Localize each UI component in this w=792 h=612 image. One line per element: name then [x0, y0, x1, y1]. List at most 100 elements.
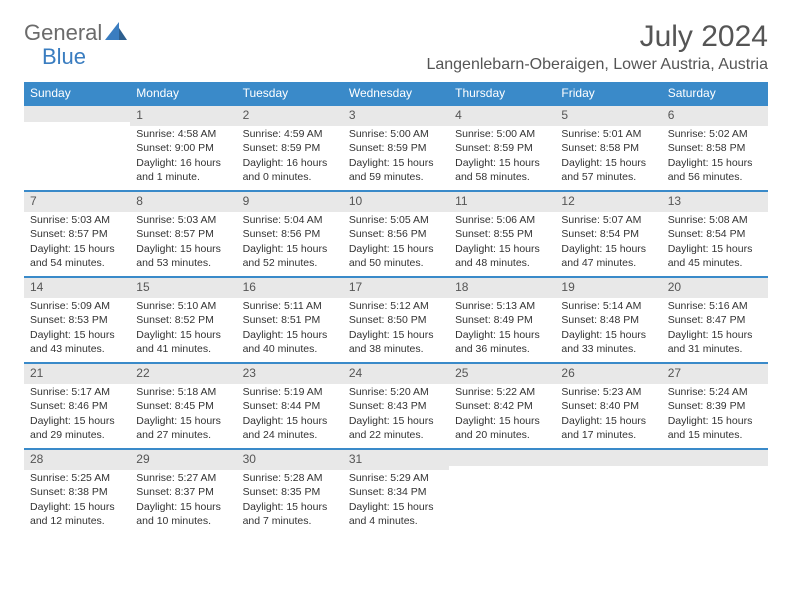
day-number: 22	[130, 362, 236, 384]
calendar-cell: 1Sunrise: 4:58 AMSunset: 9:00 PMDaylight…	[130, 104, 236, 190]
calendar-cell: 19Sunrise: 5:14 AMSunset: 8:48 PMDayligh…	[555, 276, 661, 362]
day-number: 19	[555, 276, 661, 298]
day-number: 4	[449, 104, 555, 126]
daylight-text: Daylight: 15 hours and 48 minutes.	[455, 243, 549, 270]
daylight-text: Daylight: 15 hours and 59 minutes.	[349, 157, 443, 184]
sunrise-text: Sunrise: 5:10 AM	[136, 300, 230, 314]
sunset-text: Sunset: 8:46 PM	[30, 400, 124, 414]
calendar-table: Sunday Monday Tuesday Wednesday Thursday…	[24, 82, 768, 534]
weekday-header: Tuesday	[237, 82, 343, 104]
day-number: 18	[449, 276, 555, 298]
day-content: Sunrise: 5:10 AMSunset: 8:52 PMDaylight:…	[130, 298, 236, 362]
calendar-cell: 15Sunrise: 5:10 AMSunset: 8:52 PMDayligh…	[130, 276, 236, 362]
day-number: 1	[130, 104, 236, 126]
sunset-text: Sunset: 8:54 PM	[561, 228, 655, 242]
sunrise-text: Sunrise: 5:04 AM	[243, 214, 337, 228]
logo-text-blue: Blue	[42, 44, 86, 69]
day-content: Sunrise: 5:18 AMSunset: 8:45 PMDaylight:…	[130, 384, 236, 448]
daylight-text: Daylight: 15 hours and 17 minutes.	[561, 415, 655, 442]
daylight-text: Daylight: 15 hours and 54 minutes.	[30, 243, 124, 270]
daylight-text: Daylight: 15 hours and 43 minutes.	[30, 329, 124, 356]
sunrise-text: Sunrise: 5:07 AM	[561, 214, 655, 228]
calendar-cell: 17Sunrise: 5:12 AMSunset: 8:50 PMDayligh…	[343, 276, 449, 362]
day-content: Sunrise: 5:00 AMSunset: 8:59 PMDaylight:…	[343, 126, 449, 190]
daylight-text: Daylight: 15 hours and 10 minutes.	[136, 501, 230, 528]
sunset-text: Sunset: 8:43 PM	[349, 400, 443, 414]
calendar-cell: 9Sunrise: 5:04 AMSunset: 8:56 PMDaylight…	[237, 190, 343, 276]
sunset-text: Sunset: 8:50 PM	[349, 314, 443, 328]
daylight-text: Daylight: 15 hours and 12 minutes.	[30, 501, 124, 528]
sunrise-text: Sunrise: 5:08 AM	[668, 214, 762, 228]
sunset-text: Sunset: 8:35 PM	[243, 486, 337, 500]
day-number: 31	[343, 448, 449, 470]
daylight-text: Daylight: 15 hours and 57 minutes.	[561, 157, 655, 184]
daylight-text: Daylight: 15 hours and 38 minutes.	[349, 329, 443, 356]
day-number: 26	[555, 362, 661, 384]
day-number: 29	[130, 448, 236, 470]
sunrise-text: Sunrise: 5:00 AM	[455, 128, 549, 142]
day-content: Sunrise: 5:06 AMSunset: 8:55 PMDaylight:…	[449, 212, 555, 276]
daylight-text: Daylight: 15 hours and 52 minutes.	[243, 243, 337, 270]
day-content: Sunrise: 5:16 AMSunset: 8:47 PMDaylight:…	[662, 298, 768, 362]
sunrise-text: Sunrise: 5:28 AM	[243, 472, 337, 486]
sunrise-text: Sunrise: 5:25 AM	[30, 472, 124, 486]
sunset-text: Sunset: 8:53 PM	[30, 314, 124, 328]
sunset-text: Sunset: 8:49 PM	[455, 314, 549, 328]
day-number	[24, 104, 130, 122]
sunset-text: Sunset: 8:38 PM	[30, 486, 124, 500]
day-number: 6	[662, 104, 768, 126]
daylight-text: Daylight: 15 hours and 4 minutes.	[349, 501, 443, 528]
location: Langenlebarn-Oberaigen, Lower Austria, A…	[426, 56, 768, 74]
daylight-text: Daylight: 15 hours and 56 minutes.	[668, 157, 762, 184]
daylight-text: Daylight: 15 hours and 31 minutes.	[668, 329, 762, 356]
calendar-cell: 16Sunrise: 5:11 AMSunset: 8:51 PMDayligh…	[237, 276, 343, 362]
sunset-text: Sunset: 8:56 PM	[349, 228, 443, 242]
calendar-row: 28Sunrise: 5:25 AMSunset: 8:38 PMDayligh…	[24, 448, 768, 534]
calendar-cell: 14Sunrise: 5:09 AMSunset: 8:53 PMDayligh…	[24, 276, 130, 362]
calendar-cell: 21Sunrise: 5:17 AMSunset: 8:46 PMDayligh…	[24, 362, 130, 448]
day-number	[662, 448, 768, 466]
calendar-cell: 7Sunrise: 5:03 AMSunset: 8:57 PMDaylight…	[24, 190, 130, 276]
day-number: 30	[237, 448, 343, 470]
sunrise-text: Sunrise: 5:00 AM	[349, 128, 443, 142]
sunset-text: Sunset: 8:52 PM	[136, 314, 230, 328]
calendar-cell: 20Sunrise: 5:16 AMSunset: 8:47 PMDayligh…	[662, 276, 768, 362]
calendar-cell: 18Sunrise: 5:13 AMSunset: 8:49 PMDayligh…	[449, 276, 555, 362]
calendar-cell: 22Sunrise: 5:18 AMSunset: 8:45 PMDayligh…	[130, 362, 236, 448]
sunrise-text: Sunrise: 5:01 AM	[561, 128, 655, 142]
day-content: Sunrise: 5:28 AMSunset: 8:35 PMDaylight:…	[237, 470, 343, 534]
daylight-text: Daylight: 15 hours and 47 minutes.	[561, 243, 655, 270]
calendar-cell: 3Sunrise: 5:00 AMSunset: 8:59 PMDaylight…	[343, 104, 449, 190]
day-content: Sunrise: 5:03 AMSunset: 8:57 PMDaylight:…	[130, 212, 236, 276]
daylight-text: Daylight: 15 hours and 20 minutes.	[455, 415, 549, 442]
calendar-cell	[662, 448, 768, 534]
weekday-header: Saturday	[662, 82, 768, 104]
sunrise-text: Sunrise: 5:02 AM	[668, 128, 762, 142]
sunset-text: Sunset: 8:48 PM	[561, 314, 655, 328]
weekday-header: Sunday	[24, 82, 130, 104]
daylight-text: Daylight: 15 hours and 58 minutes.	[455, 157, 549, 184]
day-content: Sunrise: 5:11 AMSunset: 8:51 PMDaylight:…	[237, 298, 343, 362]
day-content: Sunrise: 5:09 AMSunset: 8:53 PMDaylight:…	[24, 298, 130, 362]
day-content: Sunrise: 4:58 AMSunset: 9:00 PMDaylight:…	[130, 126, 236, 190]
daylight-text: Daylight: 15 hours and 15 minutes.	[668, 415, 762, 442]
calendar-cell: 29Sunrise: 5:27 AMSunset: 8:37 PMDayligh…	[130, 448, 236, 534]
sunrise-text: Sunrise: 5:11 AM	[243, 300, 337, 314]
sunset-text: Sunset: 8:55 PM	[455, 228, 549, 242]
day-content: Sunrise: 5:19 AMSunset: 8:44 PMDaylight:…	[237, 384, 343, 448]
day-number: 21	[24, 362, 130, 384]
day-content: Sunrise: 5:13 AMSunset: 8:49 PMDaylight:…	[449, 298, 555, 362]
sunset-text: Sunset: 8:40 PM	[561, 400, 655, 414]
daylight-text: Daylight: 15 hours and 53 minutes.	[136, 243, 230, 270]
day-number: 12	[555, 190, 661, 212]
sunset-text: Sunset: 8:44 PM	[243, 400, 337, 414]
sunrise-text: Sunrise: 5:06 AM	[455, 214, 549, 228]
sunset-text: Sunset: 8:59 PM	[349, 142, 443, 156]
sunset-text: Sunset: 8:59 PM	[243, 142, 337, 156]
sunset-text: Sunset: 8:58 PM	[668, 142, 762, 156]
day-content: Sunrise: 5:00 AMSunset: 8:59 PMDaylight:…	[449, 126, 555, 190]
sunset-text: Sunset: 8:51 PM	[243, 314, 337, 328]
calendar-cell: 13Sunrise: 5:08 AMSunset: 8:54 PMDayligh…	[662, 190, 768, 276]
day-content: Sunrise: 5:27 AMSunset: 8:37 PMDaylight:…	[130, 470, 236, 534]
sunset-text: Sunset: 8:37 PM	[136, 486, 230, 500]
